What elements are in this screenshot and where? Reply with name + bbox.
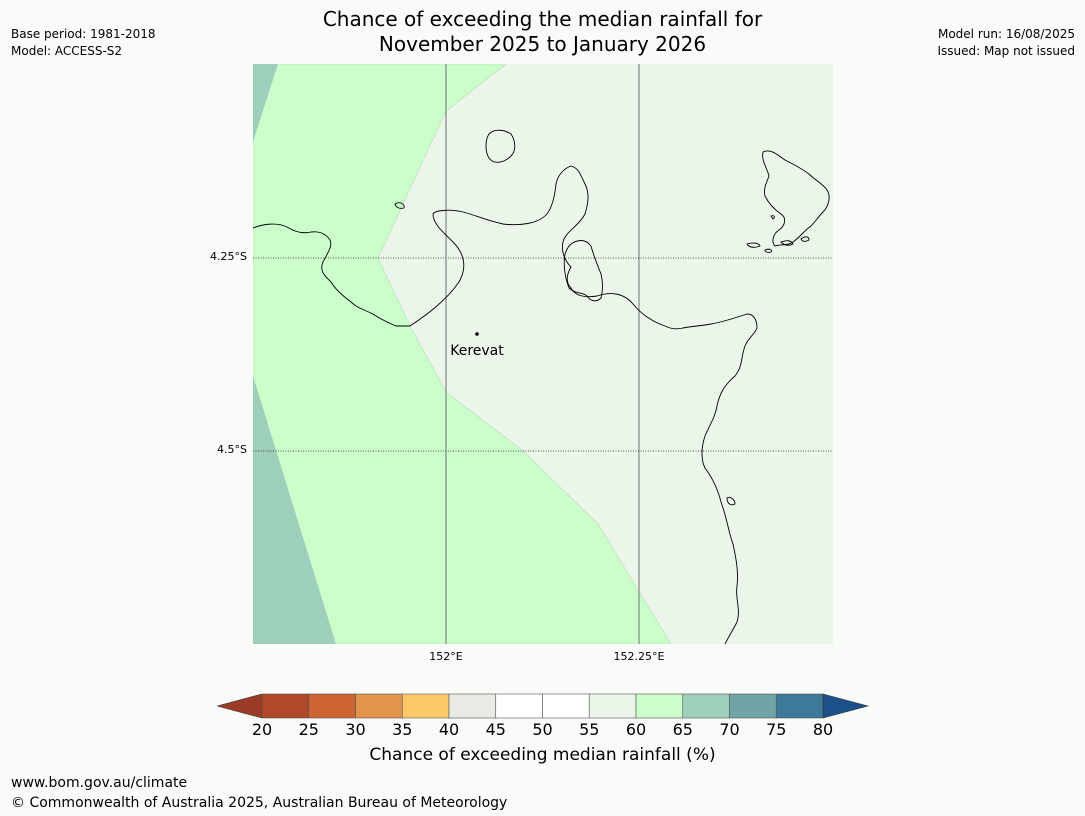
title-line-1: Chance of exceeding the median rainfall … <box>322 7 763 31</box>
band-65-70-north <box>253 64 278 142</box>
model-name: Model: ACCESS-S2 <box>11 44 123 58</box>
band-60-65 <box>253 64 672 644</box>
legend-segment <box>401 693 450 719</box>
legend-tick-label: 65 <box>672 720 693 739</box>
meta-right: Model run: 16/08/2025 Issued: Map not is… <box>937 26 1075 60</box>
legend-segment <box>355 693 403 719</box>
legend-tick-label: 25 <box>298 720 319 739</box>
legend-segments <box>217 693 870 719</box>
model-run: Model run: 16/08/2025 <box>937 27 1075 41</box>
legend-segment <box>775 693 824 719</box>
footer-url[interactable]: www.bom.gov.au/climate <box>11 775 188 791</box>
legend-tick-label: 45 <box>485 720 506 739</box>
meta-left: Base period: 1981-2018 Model: ACCESS-S2 <box>11 26 156 60</box>
legend-segment <box>308 693 356 719</box>
legend-segment <box>261 693 310 719</box>
base-period: Base period: 1981-2018 <box>11 27 156 41</box>
legend-segment <box>495 693 543 719</box>
band-65-70-south <box>253 376 336 644</box>
legend-under-arrow <box>217 693 263 719</box>
legend-tick-label: 60 <box>625 720 647 739</box>
lon-label-152-25e: 152.25°E <box>613 650 665 663</box>
footer-copyright: © Commonwealth of Australia 2025, Austra… <box>11 795 508 811</box>
map-title: Chance of exceeding the median rainfall … <box>0 7 1085 57</box>
legend-tick-label: 20 <box>251 720 273 739</box>
issued-status: Issued: Map not issued <box>937 44 1075 58</box>
rainfall-map[interactable]: Kerevat <box>253 64 833 644</box>
legend-segment <box>448 693 497 719</box>
legend-segment <box>729 693 777 719</box>
lat-label-4-25s: 4.25°S <box>210 250 247 263</box>
town-label-kerevat: Kerevat <box>450 343 504 359</box>
legend-tick-label: 40 <box>438 720 460 739</box>
coastline <box>253 129 830 644</box>
legend-colorbar <box>217 693 870 719</box>
legend-segment <box>635 693 684 719</box>
legend-tick-label: 35 <box>392 720 413 739</box>
legend-label: Chance of exceeding median rainfall (%) <box>369 745 716 765</box>
legend-segment <box>542 693 590 719</box>
legend-tick-label: 50 <box>532 720 553 739</box>
legend-tick-label: 80 <box>812 720 834 739</box>
legend-tick-label: 75 <box>766 720 787 739</box>
lon-label-152e: 152°E <box>429 650 463 663</box>
legend-tick-label: 30 <box>345 720 366 739</box>
lat-label-4-5s: 4.5°S <box>217 443 247 456</box>
legend-segment <box>682 693 730 719</box>
title-line-2: November 2025 to January 2026 <box>378 32 707 56</box>
legend-tick-label: 70 <box>719 720 740 739</box>
town-marker-kerevat <box>475 332 479 336</box>
legend-over-arrow <box>822 693 870 719</box>
legend-segment <box>588 693 637 719</box>
legend-tick-label: 55 <box>579 720 600 739</box>
